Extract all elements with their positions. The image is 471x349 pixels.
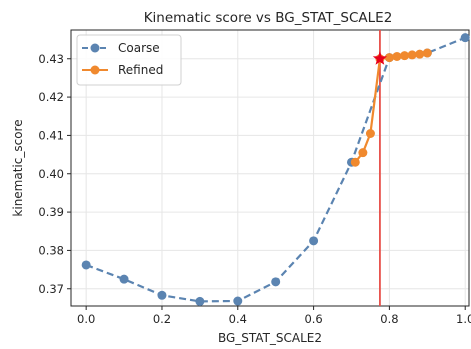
series-group: [81, 33, 470, 306]
legend-marker-coarse: [90, 43, 100, 53]
data-point-coarse: [233, 296, 243, 306]
chart-title: Kinematic score vs BG_STAT_SCALE2: [144, 10, 393, 26]
data-point-refined: [358, 148, 368, 158]
y-tick-label: 0.42: [38, 90, 64, 104]
y-tick-label: 0.37: [38, 282, 64, 296]
x-axis-label: BG_STAT_SCALE2: [218, 331, 322, 345]
y-tick-label: 0.40: [38, 167, 64, 181]
x-tick-label: 1.0: [456, 312, 471, 326]
x-tick-label: 0.8: [380, 312, 398, 326]
x-tick-label: 0.4: [229, 312, 247, 326]
x-tick-label: 0.2: [153, 312, 171, 326]
legend-label-coarse: Coarse: [118, 41, 160, 55]
data-point-refined: [415, 49, 425, 59]
data-point-coarse: [81, 260, 91, 270]
x-axis: 0.0 0.2 0.4 0.6 0.8 1.0: [77, 306, 471, 326]
data-point-refined: [350, 157, 360, 167]
plot-frame: [70, 29, 470, 307]
data-point-coarse: [119, 274, 129, 284]
data-point-refined: [407, 50, 417, 60]
y-tick-label: 0.38: [38, 243, 64, 257]
y-axis-label: kinematic_score: [11, 119, 25, 216]
y-tick-label: 0.43: [38, 52, 64, 66]
y-axis: 0.37 0.38 0.39 0.40 0.41 0.42 0.43: [38, 52, 71, 296]
y-tick-label: 0.41: [38, 128, 64, 142]
x-tick-label: 0.6: [304, 312, 322, 326]
data-point-refined: [392, 51, 402, 61]
data-point-coarse: [309, 236, 319, 246]
series-line-refined: [354, 51, 428, 163]
data-point-refined: [422, 48, 432, 58]
legend-label-refined: Refined: [118, 63, 163, 77]
legend: Coarse Refined: [76, 34, 182, 86]
data-point-coarse: [195, 296, 205, 306]
data-point-refined: [365, 129, 375, 138]
best-point-star-marker: [372, 51, 388, 65]
data-point-coarse: [460, 33, 470, 43]
data-point-coarse: [157, 290, 167, 300]
y-tick-label: 0.39: [38, 205, 64, 219]
legend-marker-refined: [90, 65, 100, 75]
data-point-coarse: [271, 277, 281, 287]
data-point-refined: [400, 51, 410, 61]
data-point-refined: [384, 53, 394, 63]
x-tick-label: 0.0: [77, 312, 95, 326]
